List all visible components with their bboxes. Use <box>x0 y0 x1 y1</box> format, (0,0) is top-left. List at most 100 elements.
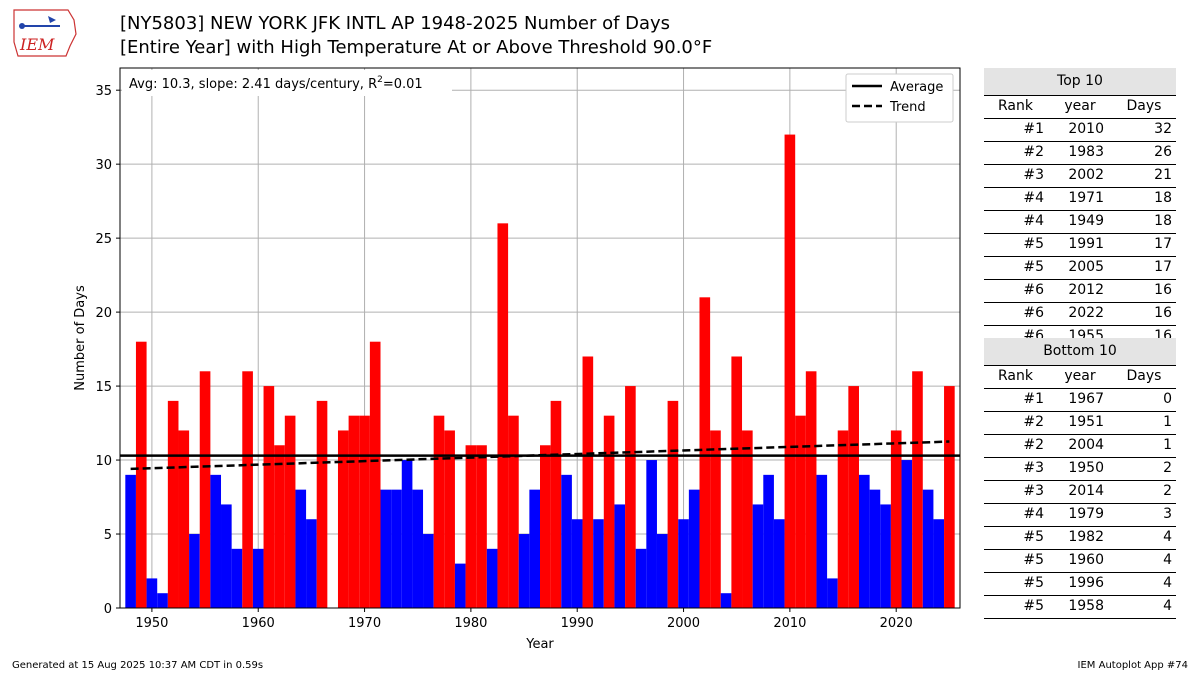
rank-cell: #3 <box>1023 483 1044 499</box>
stats-sup: 2 <box>377 75 383 85</box>
days-cell: 2 <box>1163 460 1172 476</box>
table-row: #2 1951 1 <box>984 412 1176 435</box>
table-row: #5 1991 17 <box>984 234 1176 257</box>
days-cell: 17 <box>1154 259 1172 275</box>
col-year: year <box>1064 98 1096 114</box>
bar-1969 <box>348 415 360 608</box>
bar-1957 <box>221 504 232 608</box>
bar-2015 <box>837 430 849 608</box>
days-cell: 1 <box>1163 414 1172 430</box>
year-cell: 2022 <box>1068 305 1104 321</box>
days-cell: 4 <box>1163 552 1172 568</box>
bar-1951 <box>157 593 168 608</box>
y-tick-label: 10 <box>95 454 112 469</box>
bar-1979 <box>454 563 466 608</box>
bar-1988 <box>550 400 562 608</box>
bar-2009 <box>773 519 785 608</box>
days-cell: 4 <box>1163 529 1172 545</box>
rank-cell: #2 <box>1023 144 1044 160</box>
year-cell: 1982 <box>1068 529 1104 545</box>
bar-1950 <box>146 578 158 608</box>
rank-cell: #6 <box>1023 305 1044 321</box>
bar-2011 <box>795 415 806 608</box>
table-row: #3 1950 2 <box>984 458 1176 481</box>
rank-cell: #5 <box>1023 529 1044 545</box>
days-cell: 18 <box>1154 213 1172 229</box>
average-trend-lines <box>120 440 960 471</box>
bar-1990 <box>571 519 583 608</box>
bar-1985 <box>518 534 530 608</box>
rank-cell: #3 <box>1023 167 1044 183</box>
bar-1976 <box>423 534 434 608</box>
bar-1981 <box>476 445 487 608</box>
rank-cell: #1 <box>1023 391 1044 407</box>
chart-title: [NY5803] NEW YORK JFK INTL AP 1948-2025 … <box>120 12 712 60</box>
x-tick-label: 2020 <box>880 616 913 631</box>
bar-2019 <box>880 504 891 608</box>
bar-1965 <box>306 519 317 608</box>
bar-1999 <box>667 400 679 608</box>
table-row: #6 2012 16 <box>984 280 1176 303</box>
y-tick-label: 5 <box>104 528 112 543</box>
rank-cell: #3 <box>1023 460 1044 476</box>
bar-1983 <box>497 223 509 608</box>
bar-2013 <box>816 474 828 608</box>
bar-2001 <box>688 489 700 608</box>
bar-2018 <box>869 489 881 608</box>
year-cell: 1951 <box>1068 414 1104 430</box>
col-days: Days <box>1126 98 1162 114</box>
x-tick-label: 2000 <box>667 616 700 631</box>
bar-2024 <box>933 519 945 608</box>
bar-1986 <box>529 489 540 608</box>
x-tick-label: 1980 <box>454 616 487 631</box>
year-cell: 1991 <box>1068 236 1104 252</box>
x-tick-label: 1950 <box>135 616 168 631</box>
days-cell: 26 <box>1154 144 1172 160</box>
year-cell: 2014 <box>1068 483 1104 499</box>
days-cell: 1 <box>1163 437 1172 453</box>
legend-trend: Trend <box>889 100 926 115</box>
top10-table: Top 10 Rank year Days #1 2010 32 #2 1983 26 #3… <box>984 68 1176 349</box>
bar-1961 <box>263 386 275 608</box>
table-row: #2 1983 26 <box>984 142 1176 165</box>
table-row: #5 1960 4 <box>984 550 1176 573</box>
svg-text:Avg: 10.3, slope: 2.41 days/ce: Avg: 10.3, slope: 2.41 days/century, R2=… <box>129 75 423 92</box>
year-cell: 1950 <box>1068 460 1104 476</box>
year-cell: 1960 <box>1068 552 1104 568</box>
col-rank: Rank <box>998 98 1033 114</box>
bar-1971 <box>369 341 381 608</box>
bar-1963 <box>284 415 296 608</box>
bar-2020 <box>890 430 902 608</box>
days-cell: 0 <box>1163 391 1172 407</box>
iem-logo: IEM <box>13 9 77 57</box>
bar-1968 <box>337 430 349 608</box>
year-cell: 1983 <box>1068 144 1104 160</box>
y-tick-label: 35 <box>95 84 112 99</box>
bar-2021 <box>901 460 913 608</box>
bar-1952 <box>167 400 179 608</box>
bar-1974 <box>401 460 413 608</box>
trend-line <box>130 440 950 471</box>
bar-1966 <box>316 400 328 608</box>
days-cell: 32 <box>1154 121 1172 137</box>
table-row: #3 2014 2 <box>984 481 1176 504</box>
rank-cell: #4 <box>1023 506 1044 522</box>
days-cell: 16 <box>1154 282 1172 298</box>
bottom10-header: Bottom 10 <box>984 338 1176 366</box>
y-tick-label: 30 <box>95 158 112 173</box>
days-cell: 4 <box>1163 575 1172 591</box>
top10-columns: Rank year Days <box>984 96 1176 119</box>
bar-2008 <box>763 474 774 608</box>
year-cell: 2002 <box>1068 167 1104 183</box>
bar-1998 <box>656 534 668 608</box>
app-label: IEM Autoplot App #74 <box>1077 660 1188 671</box>
generated-note: Generated at 15 Aug 2025 10:37 AM CDT in… <box>12 660 264 671</box>
x-tick-label: 1990 <box>561 616 594 631</box>
bars <box>125 134 955 608</box>
bar-2002 <box>699 297 711 608</box>
rank-cell: #5 <box>1023 259 1044 275</box>
y-tick-label: 0 <box>104 602 112 617</box>
bar-2016 <box>848 386 859 608</box>
table-row: #1 2010 32 <box>984 119 1176 142</box>
x-tick-label: 2010 <box>773 616 806 631</box>
